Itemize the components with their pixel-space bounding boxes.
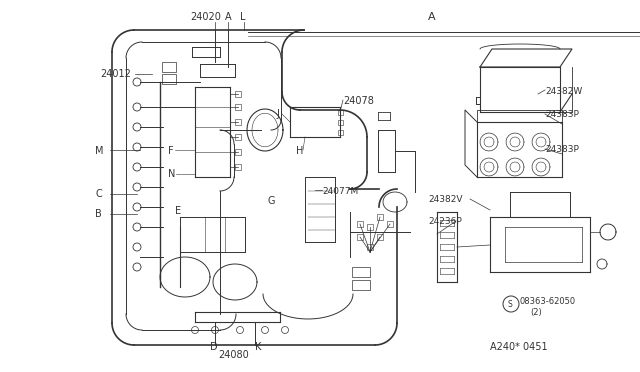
Text: S: S <box>508 300 513 309</box>
Bar <box>338 130 343 135</box>
Bar <box>235 134 241 140</box>
Text: C: C <box>95 189 102 199</box>
Bar <box>377 234 383 240</box>
Text: 24383P: 24383P <box>545 110 579 119</box>
Text: 08363-62050: 08363-62050 <box>520 297 576 306</box>
Text: M: M <box>95 146 104 156</box>
Bar <box>387 221 393 227</box>
Text: A240* 0451: A240* 0451 <box>490 342 548 352</box>
Text: 24383P: 24383P <box>545 145 579 154</box>
Text: K: K <box>255 342 261 352</box>
Text: 24020: 24020 <box>190 12 221 22</box>
Text: 24382V: 24382V <box>428 195 463 204</box>
Text: (2): (2) <box>530 308 541 317</box>
Text: 24077M: 24077M <box>322 187 358 196</box>
Bar <box>338 110 343 115</box>
Text: E: E <box>175 206 181 216</box>
Bar <box>338 120 343 125</box>
Bar <box>235 164 241 170</box>
Text: 24236P: 24236P <box>428 217 461 226</box>
Bar <box>235 104 241 110</box>
Text: B: B <box>95 209 102 219</box>
Bar <box>235 91 241 97</box>
Bar <box>162 74 176 84</box>
Text: G: G <box>268 196 275 206</box>
Bar <box>357 221 363 227</box>
Text: A: A <box>225 12 232 22</box>
Text: N: N <box>168 169 175 179</box>
Text: F: F <box>168 146 173 156</box>
Bar <box>367 224 373 230</box>
Text: D: D <box>210 342 218 352</box>
Bar <box>162 62 176 72</box>
Bar <box>235 149 241 155</box>
Text: L: L <box>240 12 246 22</box>
Bar <box>367 244 373 250</box>
Text: 24080: 24080 <box>218 350 249 360</box>
Text: 24012: 24012 <box>100 69 131 79</box>
Text: J: J <box>276 109 279 119</box>
Bar <box>357 234 363 240</box>
Text: H: H <box>296 146 303 156</box>
Text: 24078: 24078 <box>343 96 374 106</box>
Text: A: A <box>428 12 436 22</box>
Bar <box>352 267 370 277</box>
Bar <box>235 119 241 125</box>
Text: 24382W: 24382W <box>545 87 582 96</box>
Bar <box>377 214 383 220</box>
Bar <box>352 280 370 290</box>
